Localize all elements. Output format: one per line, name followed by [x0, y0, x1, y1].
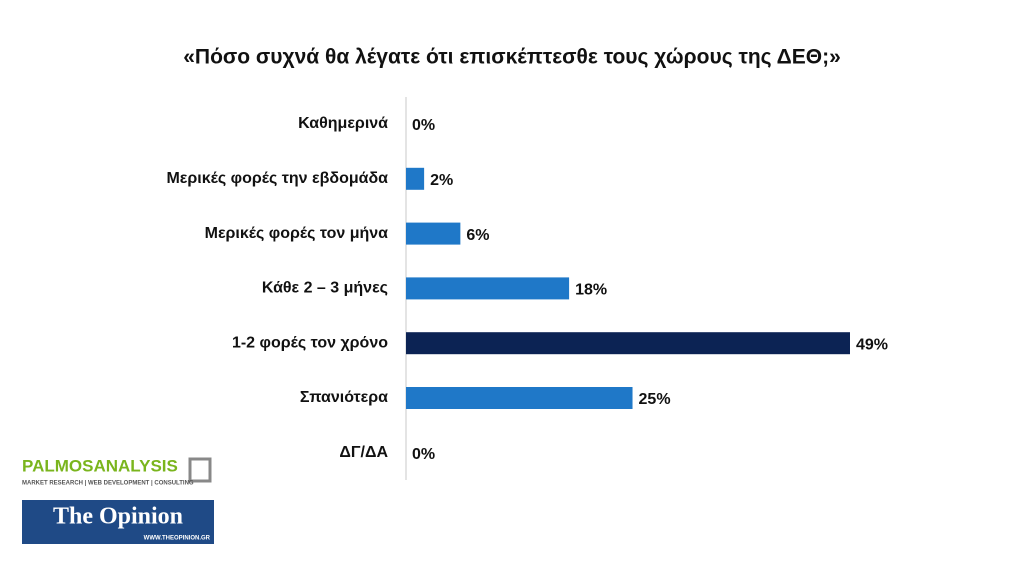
- value-label: 0%: [412, 117, 435, 134]
- logo-text: The Opinion: [53, 504, 183, 530]
- category-label: Καθημερινά: [298, 115, 388, 132]
- value-label: 0%: [412, 446, 435, 463]
- opinion-logo: The Opinion WWW.THEOPINION.GR: [22, 500, 214, 544]
- category-label: Μερικές φορές την εβδομάδα: [166, 170, 388, 187]
- category-label: Μερικές φορές τον μήνα: [205, 225, 389, 242]
- chart-title: «Πόσο συχνά θα λέγατε ότι επισκέπτεσθε τ…: [183, 46, 841, 69]
- category-label: 1-2 φορές τον χρόνο: [232, 334, 388, 351]
- logo-tagline: MARKET RESEARCH | WEB DEVELOPMENT | CONS…: [22, 481, 194, 487]
- logo-url: WWW.THEOPINION.GR: [144, 536, 211, 542]
- bar: [406, 222, 461, 245]
- value-label: 2%: [430, 172, 453, 189]
- bar: [406, 332, 850, 355]
- logo-icon: [188, 457, 212, 483]
- category-label: Κάθε 2 – 3 μήνες: [262, 280, 388, 297]
- value-label: 25%: [639, 391, 671, 408]
- category-label: ΔΓ/ΔΑ: [339, 444, 388, 461]
- value-label: 49%: [856, 336, 888, 353]
- bar: [406, 387, 633, 409]
- logo-bg: [22, 500, 214, 544]
- bar: [406, 277, 570, 300]
- value-label: 6%: [466, 227, 489, 244]
- palmos-logo: PALMOSANALYSIS MARKET RESEARCH | WEB DEV…: [22, 456, 212, 487]
- logo-text: PALMOSANALYSIS: [22, 456, 178, 475]
- value-label: 18%: [575, 282, 607, 299]
- category-label: Σπανιότερα: [300, 389, 388, 406]
- bar: [406, 167, 425, 190]
